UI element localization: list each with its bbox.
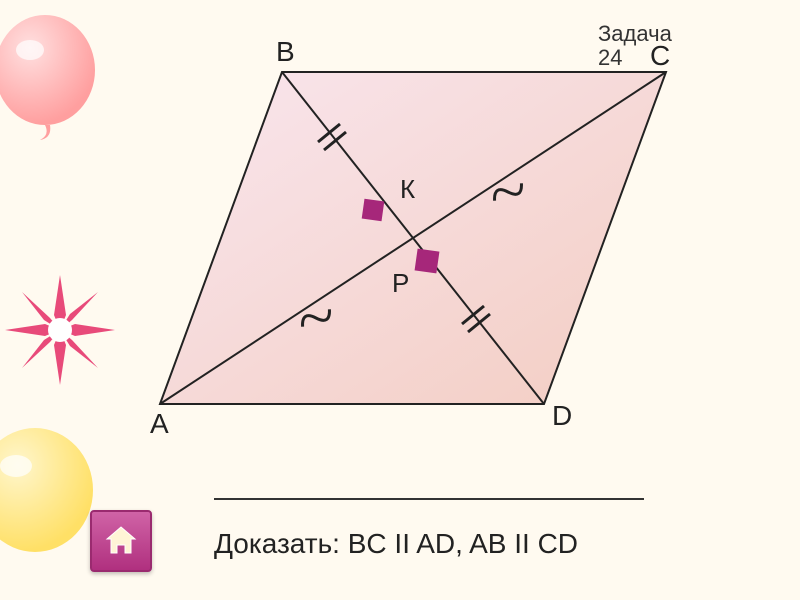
label-d: D bbox=[552, 400, 572, 432]
label-a: А bbox=[150, 408, 169, 440]
right-angle-k bbox=[362, 199, 385, 222]
footer-statement: Доказать: BC II AD, AB II CD bbox=[214, 528, 578, 560]
label-b: В bbox=[276, 36, 295, 68]
footer-divider bbox=[214, 498, 644, 500]
label-p: Р bbox=[392, 268, 409, 299]
label-c: С bbox=[650, 40, 670, 72]
right-angle-p bbox=[415, 249, 440, 274]
home-icon bbox=[101, 521, 141, 561]
home-button[interactable] bbox=[90, 510, 152, 572]
task-number: 24 bbox=[598, 45, 622, 70]
label-k: К bbox=[400, 174, 415, 205]
